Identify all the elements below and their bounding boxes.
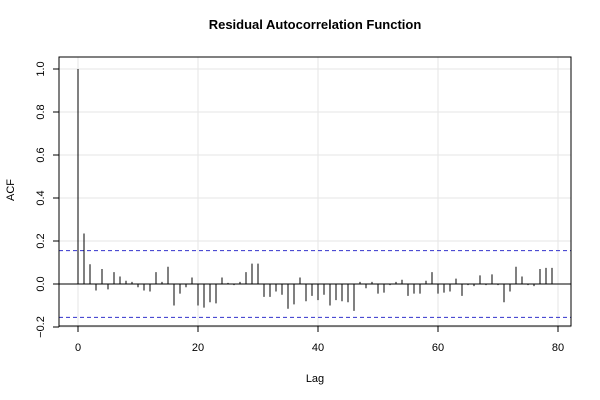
acf-bars [77, 69, 553, 311]
grid [59, 57, 571, 328]
y-tick-label-0: −0.2 [35, 316, 47, 338]
confidence-bounds [59, 250, 571, 318]
chart-title: Residual Autocorrelation Function [209, 17, 422, 32]
y-axis-label: ACF [5, 179, 17, 201]
x-axis-label: Lag [306, 373, 324, 385]
x-tick-label-4: 80 [552, 342, 564, 354]
y-tick-label-6: 1.0 [35, 61, 47, 76]
x-tick-label-3: 60 [432, 342, 444, 354]
x-axis: 0 20 40 60 80 [75, 325, 564, 354]
y-axis: −0.2 0.0 0.2 0.4 0.6 0.8 1.0 [35, 61, 60, 338]
y-tick-label-5: 0.8 [35, 104, 47, 119]
y-tick-label-1: 0.0 [35, 276, 47, 291]
y-tick-label-2: 0.2 [35, 233, 47, 248]
y-tick-label-3: 0.4 [35, 190, 47, 205]
x-tick-label-2: 40 [312, 342, 324, 354]
x-tick-label-0: 0 [75, 342, 81, 354]
x-tick-label-1: 20 [192, 342, 204, 354]
y-tick-label-4: 0.6 [35, 147, 47, 162]
plot-area [58, 56, 572, 327]
